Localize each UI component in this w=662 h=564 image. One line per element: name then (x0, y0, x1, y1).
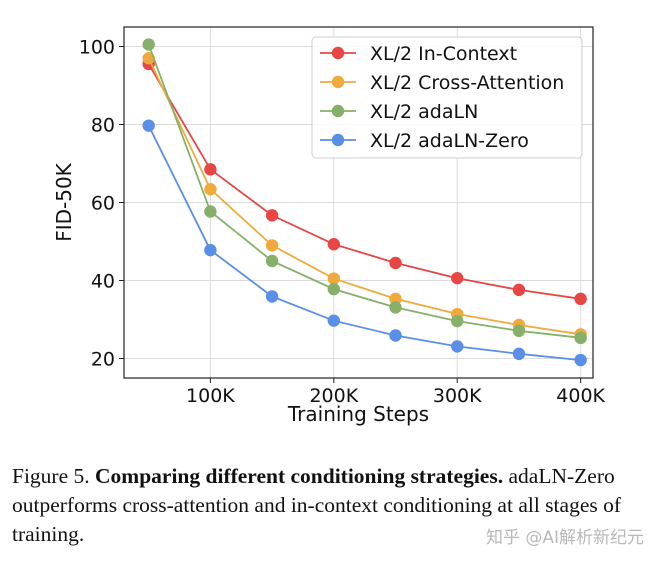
caption-label: Figure 5. (12, 464, 90, 488)
series (142, 38, 587, 345)
series-layer (142, 38, 587, 367)
data-point (389, 256, 402, 270)
legend-marker (331, 133, 345, 147)
data-point (451, 271, 464, 285)
legend-label: XL/2 adaLN (370, 101, 478, 123)
y-tick-label: 100 (79, 37, 115, 59)
series-line (147, 125, 581, 361)
y-tick-label: 40 (91, 271, 115, 293)
data-point (451, 340, 464, 353)
x-tick-label: 300K (433, 385, 482, 407)
legend-box (311, 36, 583, 159)
y-axis-label: FID-50K (52, 162, 76, 241)
legend-label: XL/2 adaLN-Zero (370, 130, 529, 152)
series-line (147, 63, 581, 300)
legend-marker (331, 104, 345, 118)
figure-caption: Figure 5. Comparing different conditioni… (12, 462, 652, 549)
caption-title: Comparing different conditioning strateg… (95, 464, 504, 488)
data-point (265, 239, 279, 252)
data-point (204, 183, 217, 196)
legend-label: XL/2 In-Context (370, 43, 517, 65)
legend-label: XL/2 Cross-Attention (370, 72, 564, 94)
data-point (574, 292, 587, 306)
data-point (389, 329, 402, 342)
y-tick-label: 20 (91, 349, 115, 371)
x-tick-label: 200K (309, 385, 358, 407)
data-point (204, 205, 217, 218)
data-point (389, 301, 402, 314)
y-tick-label: 60 (91, 193, 115, 215)
y-tick-label: 80 (91, 115, 115, 137)
data-point (204, 163, 217, 176)
data-point (574, 353, 587, 367)
legend-marker (331, 46, 345, 60)
legend-marker (331, 75, 345, 89)
data-point (327, 282, 341, 296)
data-point (574, 331, 587, 345)
data-point (265, 209, 279, 222)
data-point (142, 119, 155, 132)
x-tick-label: 400K (556, 385, 605, 407)
line-chart: 100K 200K 300K 400K 20 40 60 80 100 Training Ste… (52, 26, 606, 426)
x-axis-label: Training Steps (287, 402, 429, 426)
data-point (512, 347, 526, 361)
watermark: 知乎 @AI解析新纪元 (485, 528, 644, 548)
series (142, 119, 587, 367)
data-point (512, 324, 526, 338)
series-line (147, 57, 581, 336)
data-point (327, 272, 341, 285)
series-line (147, 44, 581, 339)
data-point (327, 238, 341, 251)
legend: XL/2 In-Context XL/2 Cross-Attention XL/2 … (311, 36, 583, 159)
data-point (142, 38, 155, 51)
data-point (451, 314, 464, 328)
caption-text: adaLN-Zero outperforms cross-attention a… (12, 464, 622, 546)
x-tick-label: 100K (186, 385, 235, 407)
data-point (512, 283, 526, 297)
data-point (204, 243, 217, 257)
data-point (265, 254, 279, 268)
tick-labels: 100K 200K 300K 400K 20 40 60 80 100 (79, 37, 606, 408)
data-point (327, 314, 341, 327)
data-point (389, 292, 402, 306)
data-point (265, 290, 279, 303)
